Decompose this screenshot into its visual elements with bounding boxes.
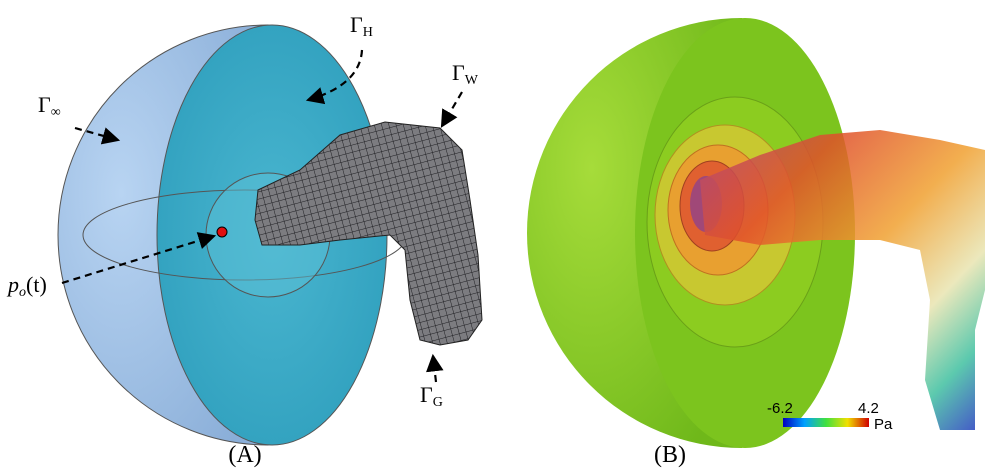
colorbar-min: -6.2 [767,400,793,417]
label-pressure-point: po(t) [6,272,47,300]
label-gamma-h: ΓH [350,12,373,40]
arrow [442,92,462,126]
caption: (B) [654,442,686,468]
figure: Γ∞ ΓH ΓW ΓG po(t) (A) -6.2 4.2 Pa (B) [0,0,985,468]
label-gamma-inf: Γ∞ [38,92,61,120]
arrow [433,356,436,382]
panel-a: Γ∞ ΓH ΓW ΓG po(t) (A) [6,12,482,468]
probe-point [217,227,227,237]
label-gamma-w: ΓW [452,60,479,88]
panel-b: -6.2 4.2 Pa (B) [527,18,985,468]
label-gamma-g: ΓG [420,382,443,410]
caption: (A) [228,442,261,468]
colorbar-unit: Pa [874,416,893,433]
colorbar-max: 4.2 [858,400,879,417]
colorbar [783,418,869,427]
